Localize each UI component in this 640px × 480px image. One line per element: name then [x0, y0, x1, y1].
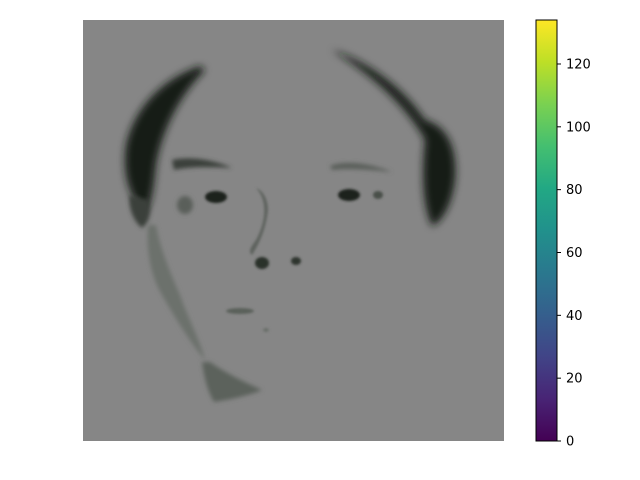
jaw-shadow-region	[202, 362, 262, 402]
mouth-region	[226, 308, 254, 314]
right-hair-region	[332, 50, 456, 226]
left-temple-region	[129, 195, 150, 228]
colorbar-tick-label: 0	[566, 435, 574, 450]
colorbar-tick-label: 80	[566, 183, 583, 198]
colorbar-tick-label: 100	[566, 120, 591, 135]
left-cheek-region	[147, 225, 205, 360]
left-eye-shadow-region	[177, 196, 193, 214]
colorbar-tick-label: 20	[566, 372, 583, 387]
colorbar-tick-label: 120	[566, 57, 591, 72]
right-eye-region	[338, 189, 360, 201]
colorbar-gradient	[535, 19, 558, 442]
colorbar: 0 20 40 60 80 100 120	[535, 19, 591, 450]
mouth-corner-region	[263, 328, 269, 332]
nose-ridge-region	[249, 188, 268, 255]
heatmap-image	[83, 20, 504, 441]
colorbar-ticks: 0 20 40 60 80 100 120	[557, 57, 591, 450]
heatmap-background	[83, 20, 504, 441]
colorbar-tick-label: 60	[566, 246, 583, 261]
right-eye-corner-region	[373, 191, 383, 199]
right-nostril-region	[291, 257, 301, 265]
left-eye-region	[205, 191, 227, 203]
left-hair-region	[124, 66, 205, 212]
left-eyebrow-region	[172, 158, 232, 170]
colorbar-tick-label: 40	[566, 309, 583, 324]
right-eyebrow-region	[330, 162, 392, 172]
left-nostril-region	[255, 257, 269, 269]
